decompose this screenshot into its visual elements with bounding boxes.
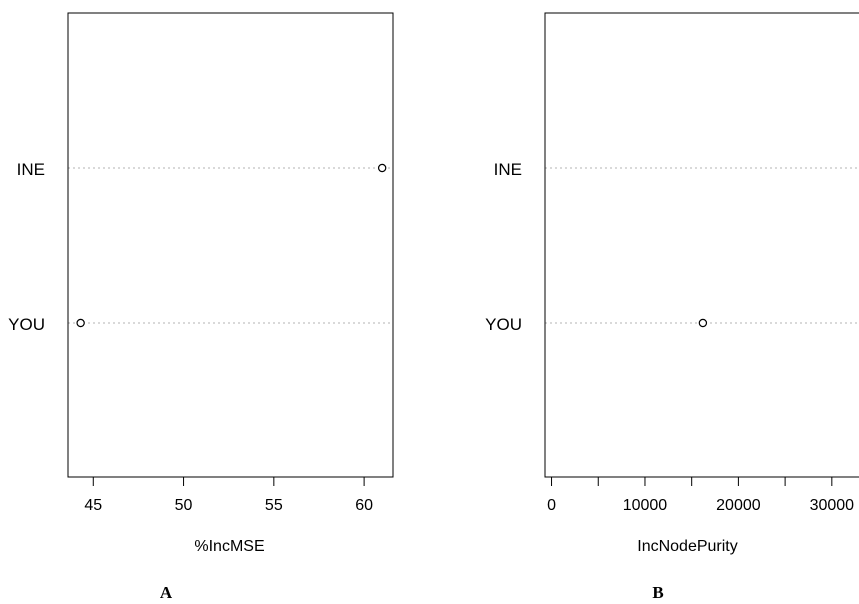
plot-frame [67, 12, 394, 478]
data-point-you [76, 318, 85, 328]
x-tick-label: 55 [265, 497, 283, 514]
x-axis-label: %IncMSE [194, 538, 264, 555]
x-axis-label: IncNodePurity [637, 538, 738, 555]
data-point-you [698, 318, 708, 328]
panel-a: INE YOU 45 50 55 60 %IncMSE A [8, 12, 394, 602]
panel-label: A [160, 583, 173, 602]
x-tick-label: 60 [355, 497, 373, 514]
x-tick-label: 45 [84, 497, 102, 514]
category-label-you: YOU [485, 315, 522, 334]
category-label-ine: INE [17, 160, 45, 179]
panel-label: B [652, 583, 663, 602]
x-tick-label: 0 [547, 497, 556, 514]
x-tick-label: 30000 [810, 497, 855, 514]
data-point-ine [377, 163, 387, 173]
category-label-you: YOU [8, 315, 45, 334]
x-tick-label: 20000 [716, 497, 761, 514]
x-tick-label: 50 [175, 497, 193, 514]
category-label-ine: INE [494, 160, 522, 179]
x-tick-label: 10000 [623, 497, 668, 514]
panel-b: INE YOU 0 10000 20000 30000 IncNodePurity B [485, 12, 859, 602]
plot-frame [544, 12, 859, 478]
